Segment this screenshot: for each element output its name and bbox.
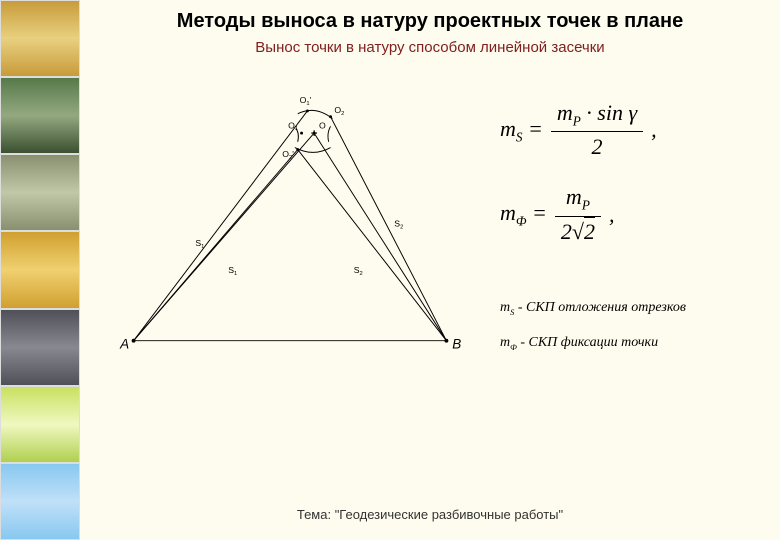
label-S1b: S1 [228, 265, 237, 277]
formula-ms: mS = mP · sin γ 2 , [500, 100, 760, 160]
notes-block: mS - СКП отложения отрезков mФ - СКП фик… [500, 300, 760, 370]
note2-text: - СКП фиксации точки [517, 335, 658, 350]
f2-sub: Ф [516, 213, 527, 228]
geometry-diagram: A B O O1 O1' O2 O2' S1 S1 S2 S2 [100, 80, 480, 360]
page-subtitle: Вынос точки в натуру способом линейной з… [80, 39, 780, 56]
f2-numsub: P [582, 198, 590, 213]
label-B: B [452, 336, 461, 351]
page-title: Методы выноса в натуру проектных точек в… [110, 10, 750, 33]
label-S2b: S2 [354, 265, 363, 277]
f1-den: 2 [551, 132, 643, 160]
side-thumb [0, 77, 80, 154]
f1-num1: m [557, 100, 573, 125]
f2-num1: m [566, 184, 582, 209]
slide-footer: Тема: "Геодезические разбивочные работы" [80, 507, 780, 522]
side-thumb [0, 386, 80, 463]
label-O2: O2 [334, 105, 344, 117]
f1-numsub: P [573, 113, 581, 128]
label-A: A [119, 336, 129, 351]
note1-text: - СКП отложения отрезков [514, 300, 686, 315]
f2-den2: 2 [584, 217, 595, 244]
side-thumb [0, 0, 80, 77]
formula-mf: mФ = mP 2√2 , [500, 184, 760, 244]
image-sidebar [0, 0, 80, 540]
slide-content: Методы выноса в натуру проектных точек в… [80, 0, 780, 540]
formula-block: mS = mP · sin γ 2 , mФ = mP 2√2 , [500, 100, 760, 269]
f1-sub: S [516, 129, 523, 144]
label-O2p: O2' [282, 149, 294, 161]
f2-den1: 2 [561, 219, 572, 244]
f1-lhs: m [500, 116, 516, 141]
side-thumb [0, 309, 80, 386]
note-mf: mФ - СКП фиксации точки [500, 335, 760, 352]
label-S2: S2 [394, 219, 403, 231]
label-O1p: O1' [300, 95, 312, 107]
f1-op: · sin γ [586, 100, 637, 125]
f2-lhs: m [500, 200, 516, 225]
label-S1: S1 [195, 238, 204, 250]
side-thumb [0, 154, 80, 231]
side-thumb [0, 231, 80, 308]
side-thumb [0, 463, 80, 540]
label-O: O [319, 120, 326, 130]
note-ms: mS - СКП отложения отрезков [500, 300, 760, 317]
